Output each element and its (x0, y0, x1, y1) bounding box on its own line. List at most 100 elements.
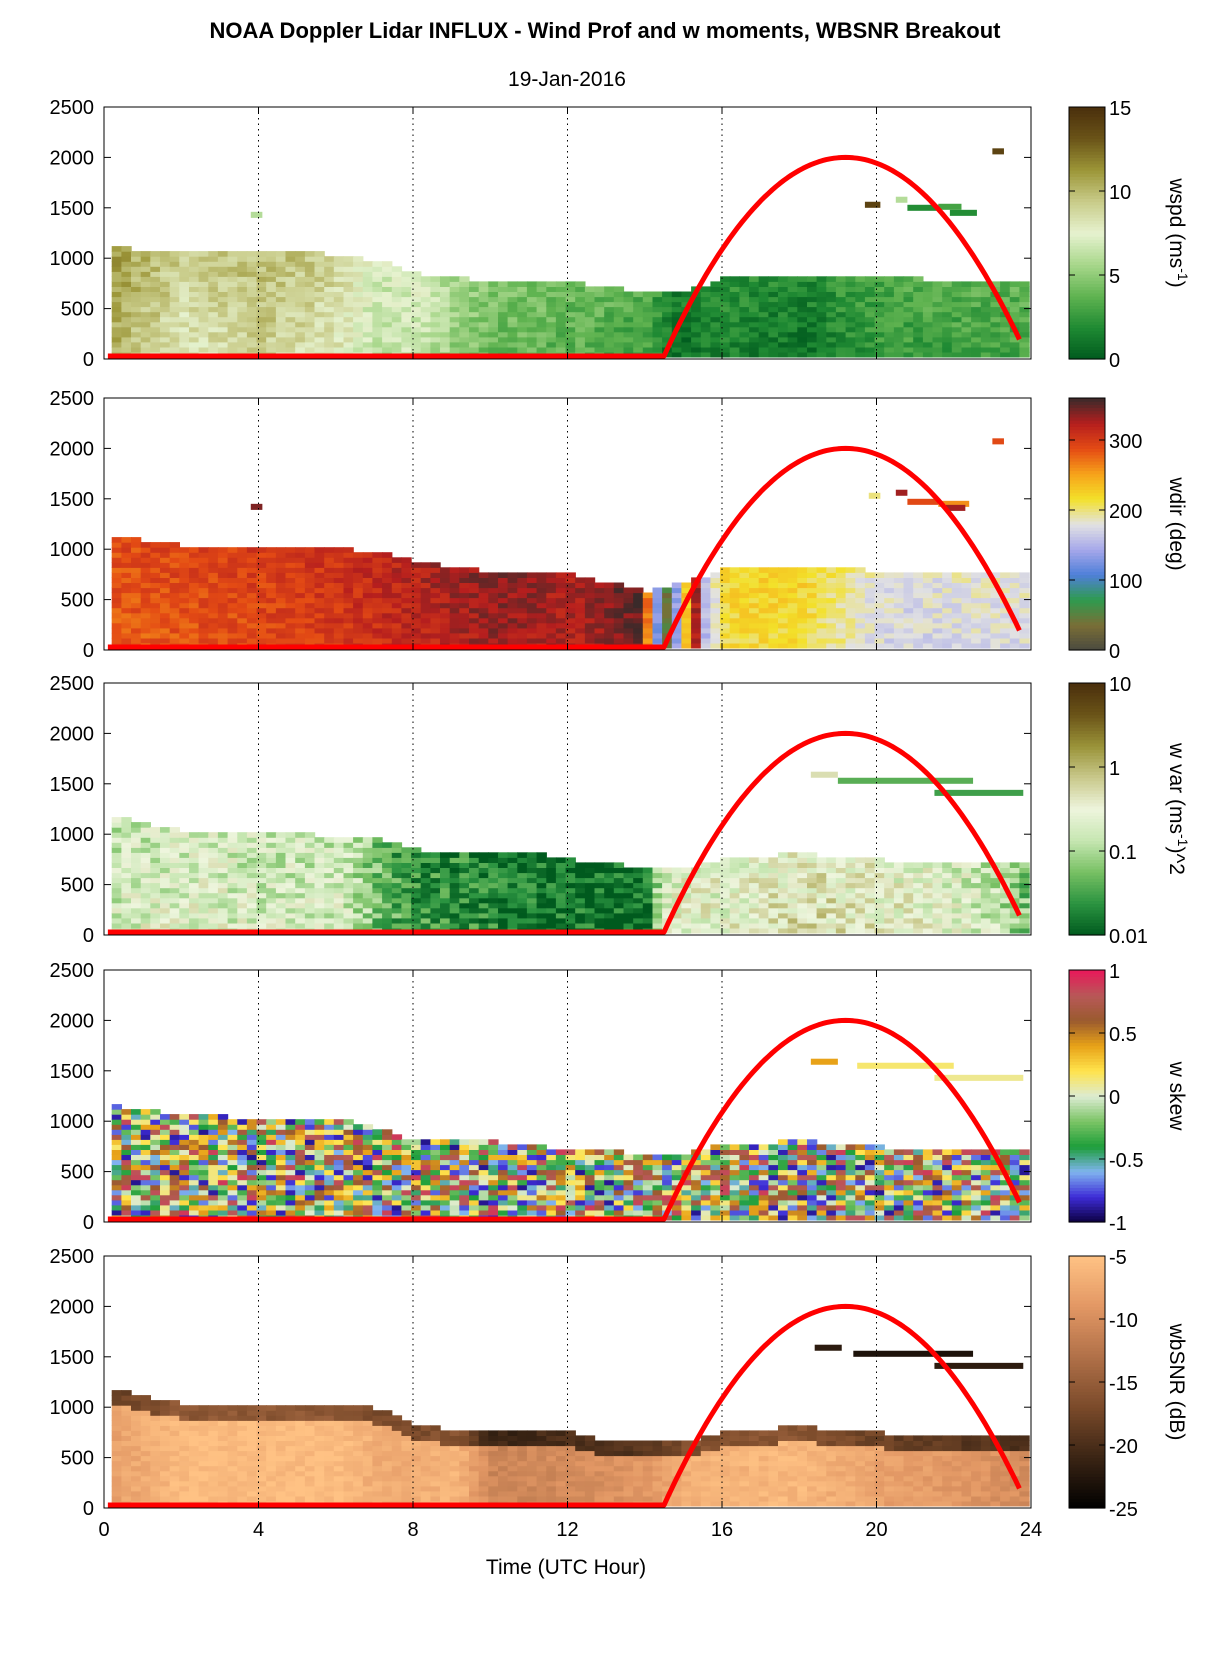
heatmap-cell (430, 341, 441, 348)
heatmap-cell (121, 271, 132, 277)
heatmap-cell (285, 562, 296, 568)
heatmap-cell (430, 857, 441, 863)
heatmap-cell (903, 912, 914, 919)
heatmap-cell (227, 321, 238, 328)
heatmap-cell (710, 326, 721, 333)
heatmap-cell (140, 557, 151, 563)
heatmap-cell (498, 587, 509, 594)
heatmap-cell (449, 867, 460, 874)
heatmap-cell (584, 862, 596, 868)
heatmap-cell (507, 346, 518, 353)
heatmap-cell (768, 351, 779, 358)
heatmap-cell (208, 547, 219, 553)
heatmap-cell (681, 612, 692, 619)
heatmap-cell (430, 872, 441, 879)
heatmap-cell (903, 927, 914, 934)
heatmap-cell (169, 852, 180, 858)
colorbar-segment (1069, 596, 1105, 601)
heatmap-cell (140, 276, 151, 282)
heatmap-cell (304, 572, 316, 578)
heatmap-cell (362, 887, 374, 894)
heatmap-cell (150, 832, 161, 838)
heatmap-cell (160, 637, 171, 644)
heatmap-cell (623, 311, 634, 318)
heatmap-cell (681, 622, 692, 629)
heatmap-cell (246, 892, 258, 899)
heatmap-cell (285, 266, 296, 272)
heatmap-cell (971, 316, 982, 323)
heatmap-cell (778, 291, 789, 298)
heatmap-cell (275, 887, 287, 894)
heatmap-cell (826, 877, 837, 884)
heatmap-cell (266, 862, 277, 868)
colorbar-segment (1069, 508, 1105, 512)
heatmap-cell (807, 917, 818, 924)
heatmap-cell (749, 587, 760, 594)
heatmap-cell (131, 331, 142, 338)
heatmap-cell (758, 341, 769, 348)
heatmap-cell (189, 316, 200, 323)
heatmap-cell (324, 872, 335, 879)
heatmap-cell (932, 622, 943, 629)
heatmap-cell (913, 321, 924, 328)
heatmap-cell (526, 607, 538, 614)
heatmap-cell (1009, 627, 1021, 634)
heatmap-cell (498, 892, 509, 899)
heatmap-cell (391, 572, 403, 578)
heatmap-cell (922, 887, 934, 894)
heatmap-cell (140, 862, 151, 868)
heatmap-cell (275, 336, 287, 343)
heatmap-cell (546, 892, 557, 899)
heatmap-cell (285, 862, 296, 868)
heatmap-cell (739, 321, 750, 328)
heatmap-cell (430, 627, 441, 634)
heatmap-cell (739, 346, 750, 353)
colorbar-segment (1069, 461, 1105, 465)
heatmap-cell (304, 562, 316, 568)
heatmap-cell (990, 296, 1001, 303)
heatmap-cell (440, 617, 451, 624)
heatmap-cell (111, 577, 122, 583)
heatmap-cell (749, 642, 760, 649)
heatmap-cell (787, 642, 798, 649)
heatmap-cell (845, 567, 856, 573)
heatmap-cell (749, 286, 760, 292)
heatmap-cell (922, 632, 934, 639)
heatmap-cell (922, 341, 934, 348)
heatmap-cell (333, 301, 345, 308)
heatmap-cell (864, 872, 876, 879)
heatmap-cell (1019, 306, 1030, 313)
heatmap-cell (864, 887, 876, 894)
heatmap-cell (565, 331, 576, 338)
heatmap-cell (855, 912, 866, 919)
heatmap-cell (778, 607, 789, 614)
heatmap-cell (121, 832, 132, 838)
heatmap-cell (633, 341, 644, 348)
heatmap-cell (440, 281, 451, 287)
heatmap-cell (198, 296, 209, 303)
heatmap-cell (700, 622, 712, 629)
heatmap-cell (884, 892, 895, 899)
heatmap-cell (739, 572, 750, 578)
heatmap-cell (362, 341, 374, 348)
heatmap-cell (469, 281, 480, 287)
heatmap-cell (140, 256, 151, 262)
heatmap-cell (140, 547, 151, 553)
heatmap-cell (1000, 612, 1011, 619)
heatmap-cell (739, 617, 750, 624)
heatmap-cell (662, 872, 673, 879)
heatmap-cell (314, 271, 325, 277)
heatmap-cell (411, 336, 422, 343)
colorbar-segment (1069, 280, 1105, 284)
heatmap-cell (111, 602, 122, 609)
heatmap-cell (816, 897, 827, 904)
heatmap-cell (546, 281, 557, 287)
heatmap-cell (662, 296, 673, 303)
heatmap-cell (160, 852, 171, 858)
heatmap-cell (749, 301, 760, 308)
heatmap-cell (971, 637, 982, 644)
heatmap-cell (478, 296, 489, 303)
heatmap-cell (768, 897, 779, 904)
y-tick-label: 500 (61, 590, 94, 612)
heatmap-cell (227, 627, 238, 634)
